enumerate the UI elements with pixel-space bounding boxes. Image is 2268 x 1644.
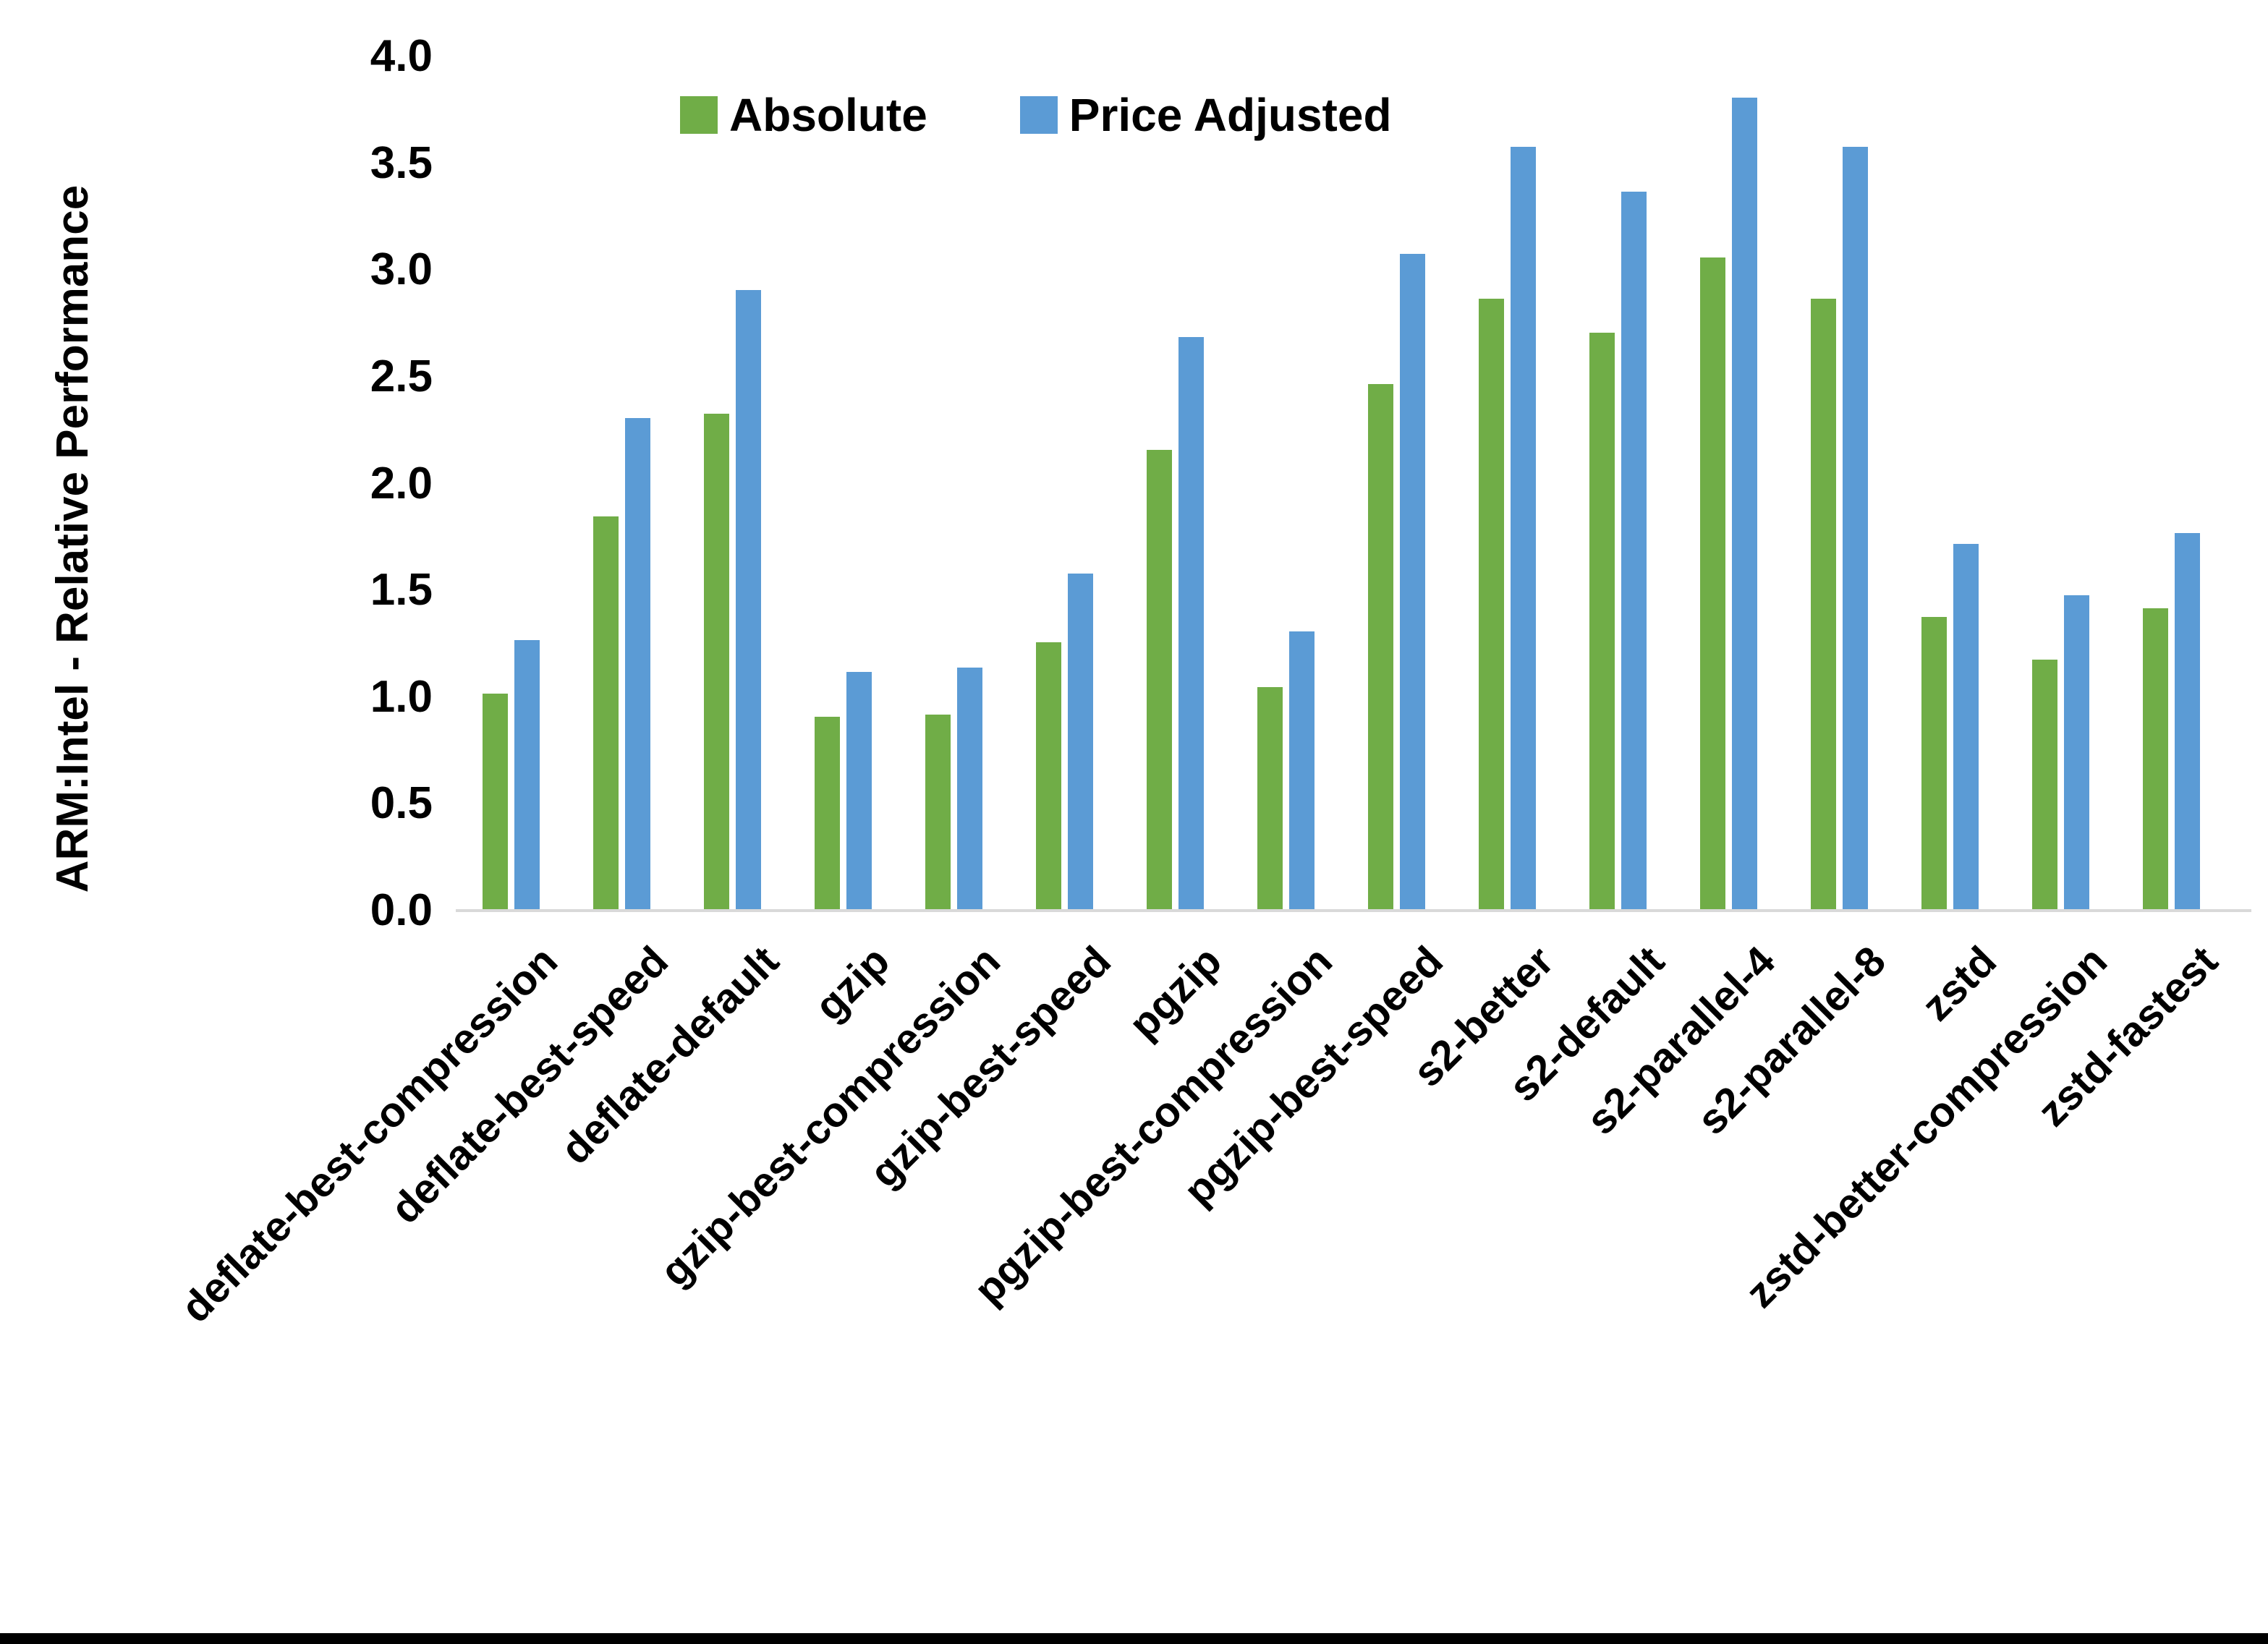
legend-item-absolute: Absolute <box>680 88 927 142</box>
y-tick-label: 1.5 <box>370 565 433 616</box>
bar-price-adjusted <box>1178 336 1204 909</box>
bar-absolute <box>704 414 729 909</box>
bar-absolute <box>925 715 951 909</box>
bar-price-adjusted <box>625 417 650 909</box>
y-tick-label: 3.0 <box>370 244 433 295</box>
bar-absolute <box>1147 450 1172 909</box>
bar-price-adjusted <box>1400 253 1425 909</box>
y-tick-label: 0.5 <box>370 778 433 829</box>
legend-label-absolute: Absolute <box>729 89 927 141</box>
legend-item-price-adjusted: Price Adjusted <box>1019 88 1392 142</box>
bar-absolute <box>1589 332 1615 909</box>
y-tick-label: 2.5 <box>370 351 433 401</box>
bar-price-adjusted <box>1621 191 1647 909</box>
bar-price-adjusted <box>2175 533 2200 909</box>
bar-absolute <box>1921 616 1947 909</box>
bar-absolute <box>1368 383 1393 909</box>
legend-swatch-absolute <box>680 96 718 134</box>
bar-price-adjusted <box>2064 595 2089 909</box>
x-axis-line <box>456 909 2251 912</box>
bar-price-adjusted <box>846 672 872 909</box>
y-tick-label: 2.0 <box>370 458 433 508</box>
bar-absolute <box>1257 686 1283 909</box>
legend-swatch-price-adjusted <box>1019 96 1058 134</box>
bar-absolute <box>593 516 619 909</box>
y-tick-label: 4.0 <box>370 31 433 81</box>
bar-absolute <box>1811 298 1836 909</box>
bar-price-adjusted <box>957 668 982 909</box>
legend: Absolute Price Adjusted <box>680 88 1392 142</box>
bar-price-adjusted <box>1511 146 1536 909</box>
bar-absolute <box>1700 257 1725 909</box>
y-axis-title: ARM:Intel - Relative Performance <box>48 184 98 893</box>
bar-price-adjusted <box>1732 98 1757 909</box>
legend-label-price-adjusted: Price Adjusted <box>1069 89 1392 141</box>
bar-absolute <box>2143 608 2168 909</box>
bar-absolute <box>1036 642 1061 909</box>
y-tick-label: 1.0 <box>370 671 433 722</box>
bar-absolute <box>815 717 840 909</box>
bar-price-adjusted <box>514 639 540 909</box>
bar-price-adjusted <box>1289 631 1314 909</box>
y-tick-label: 0.0 <box>370 885 433 935</box>
bar-absolute <box>1479 298 1504 909</box>
bar-price-adjusted <box>736 289 761 909</box>
bottom-border <box>0 1633 2268 1644</box>
bar-absolute <box>2032 659 2057 909</box>
bar-price-adjusted <box>1843 146 1868 909</box>
bar-price-adjusted <box>1953 544 1979 909</box>
bar-price-adjusted <box>1068 574 1093 909</box>
y-tick-label: 3.5 <box>370 137 433 188</box>
bar-absolute <box>483 693 508 909</box>
